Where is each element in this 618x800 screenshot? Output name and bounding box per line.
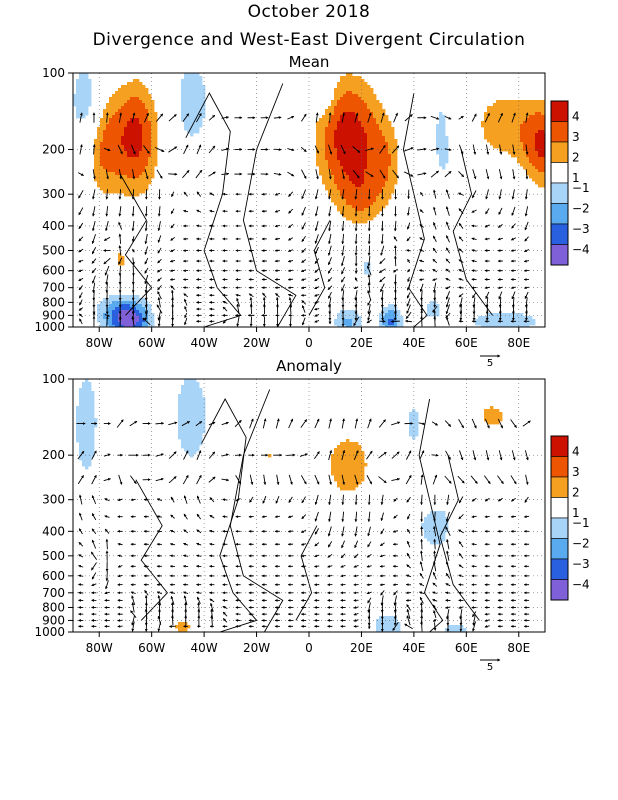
colorbar-label: −2	[572, 537, 590, 551]
axis-labels: 80W 60W 40W 20W 0 20E 40E 60E 80E 100 200 300 400 500…	[34, 66, 530, 350]
y-tick-label: 500	[42, 549, 65, 563]
x-tick-label: 80W	[86, 641, 113, 655]
colorbar: 4 3 2 1−1 −2 −3 −4	[550, 100, 590, 266]
colorbar-frame	[550, 435, 569, 601]
contour-lines	[119, 83, 493, 327]
colorbar-label: 3	[572, 130, 580, 144]
divergence-shading	[73, 73, 545, 327]
panel-title: Anomaly	[276, 357, 342, 375]
y-tick-label: 600	[42, 569, 65, 583]
y-tick-label: 300	[42, 493, 65, 507]
colorbar-swatch	[550, 182, 569, 204]
colorbar-swatch	[550, 538, 569, 560]
y-tick-label: 800	[42, 600, 65, 614]
x-tick-label: 40E	[402, 641, 425, 655]
x-tick-label: 40E	[402, 336, 425, 350]
x-tick-label: 80E	[507, 641, 530, 655]
x-tick-label: 20E	[350, 336, 373, 350]
colorbar-label: −3	[572, 557, 590, 571]
colorbar-label: 1	[572, 506, 580, 520]
colorbar-label: 3	[572, 465, 580, 479]
colorbar-swatch	[550, 497, 569, 519]
anomaly-panel: Anomaly 80W 60W 40W 20W 0 20E 40E 60E 80E 100 200 30…	[34, 357, 589, 673]
y-tick-label: 700	[42, 281, 65, 295]
colorbar-swatch	[550, 121, 569, 143]
colorbar-label: −4	[572, 243, 590, 257]
colorbar-swatch	[550, 558, 569, 580]
y-tick-label: 700	[42, 586, 65, 600]
mean-panel: Mean 80W 60W 40W 20W 0 20E 40E 60E 80E 100 200 300 40…	[34, 53, 589, 369]
colorbar-swatch	[550, 223, 569, 245]
colorbar-label: 1	[572, 171, 580, 185]
colorbar-label: −2	[572, 202, 590, 216]
x-tick-label: 20W	[243, 641, 270, 655]
colorbar-frame	[550, 100, 569, 266]
colorbar-label: 2	[572, 485, 580, 499]
colorbar-label: −4	[572, 578, 590, 592]
y-tick-label: 900	[42, 308, 65, 322]
colorbar-swatch	[550, 162, 569, 184]
y-tick-label: 1000	[34, 625, 65, 639]
colorbar-label: −3	[572, 222, 590, 236]
y-tick-label: 400	[42, 219, 65, 233]
y-tick-label: 1000	[34, 320, 65, 334]
colorbar-swatch	[550, 244, 569, 266]
x-tick-label: 80E	[507, 336, 530, 350]
y-tick-label: 200	[42, 142, 65, 156]
y-tick-label: 100	[42, 372, 65, 386]
divergence-shading	[76, 379, 503, 632]
plot-frame	[72, 378, 546, 633]
colorbar-swatch	[550, 517, 569, 539]
colorbar-swatch	[550, 141, 569, 163]
x-tick-label: 60E	[455, 336, 478, 350]
chart-title: October 2018	[247, 2, 371, 22]
y-tick-label: 600	[42, 264, 65, 278]
reference-vector: 5	[480, 354, 501, 369]
x-tick-label: 80W	[86, 336, 113, 350]
circulation-vectors	[77, 112, 530, 327]
x-tick-label: 0	[305, 336, 313, 350]
colorbar-label: 4	[572, 444, 580, 458]
reference-vector: 5	[480, 658, 501, 673]
x-tick-label: 60W	[138, 641, 165, 655]
colorbar-swatch	[550, 456, 569, 478]
y-tick-label: 200	[42, 448, 65, 462]
colorbar-label: 2	[572, 150, 580, 164]
chart-subtitle: Divergence and West-East Divergent Circu…	[92, 30, 526, 50]
y-tick-label: 500	[42, 244, 65, 258]
axis-labels: 80W 60W 40W 20W 0 20E 40E 60E 80E 100 200 300 400 500…	[34, 372, 530, 655]
reference-label: 5	[487, 662, 493, 673]
colorbar-swatch	[550, 476, 569, 498]
grid-lines	[73, 378, 545, 633]
x-tick-label: 60E	[455, 641, 478, 655]
y-tick-label: 800	[42, 295, 65, 309]
colorbar-label: −1	[572, 181, 590, 195]
x-tick-label: 40W	[191, 641, 218, 655]
colorbar-label: −1	[572, 516, 590, 530]
panel-title: Mean	[289, 53, 330, 71]
y-tick-label: 300	[42, 187, 65, 201]
x-tick-label: 20E	[350, 641, 373, 655]
x-tick-label: 20W	[243, 336, 270, 350]
reference-label: 5	[487, 358, 493, 369]
circulation-vectors	[76, 418, 531, 632]
y-tick-label: 400	[42, 524, 65, 538]
colorbar-swatch	[550, 579, 569, 601]
x-tick-label: 0	[305, 641, 313, 655]
colorbar-swatch	[550, 435, 569, 457]
colorbar-swatch	[550, 203, 569, 225]
colorbar-swatch	[550, 100, 569, 122]
y-tick-label: 900	[42, 613, 65, 627]
x-tick-label: 60W	[138, 336, 165, 350]
x-tick-label: 40W	[191, 336, 218, 350]
colorbar: 4 3 2 1−1 −2 −3 −4	[550, 435, 590, 601]
colorbar-label: 4	[572, 109, 580, 123]
y-tick-label: 100	[42, 66, 65, 80]
